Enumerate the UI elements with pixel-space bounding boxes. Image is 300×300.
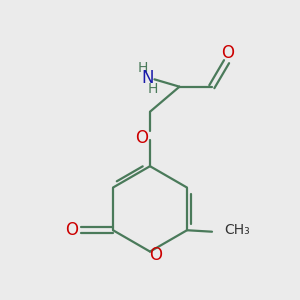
Text: N: N — [142, 69, 154, 87]
Text: O: O — [65, 221, 78, 239]
Text: O: O — [149, 245, 162, 263]
Text: CH₃: CH₃ — [224, 223, 250, 237]
Text: H: H — [148, 82, 158, 96]
Text: O: O — [221, 44, 235, 62]
Text: H: H — [138, 61, 148, 75]
Text: O: O — [135, 129, 148, 147]
